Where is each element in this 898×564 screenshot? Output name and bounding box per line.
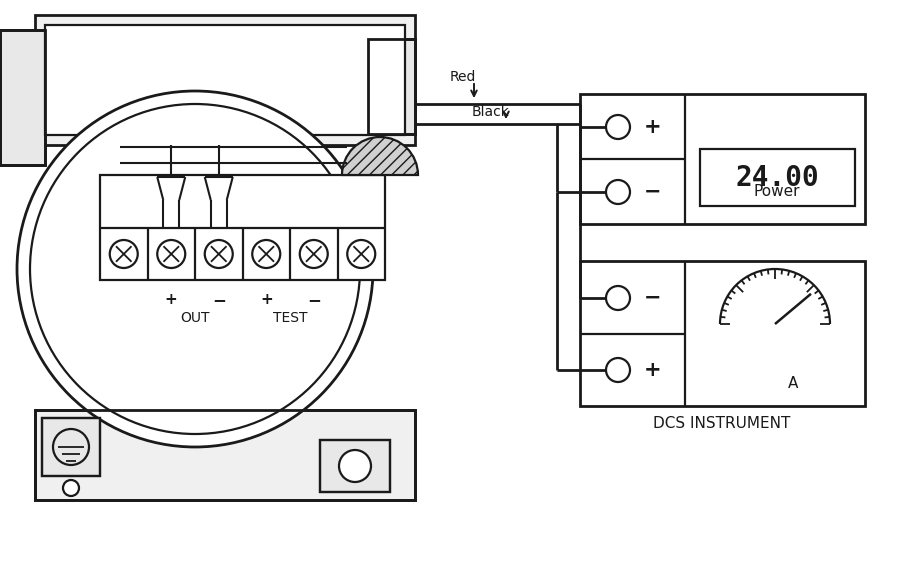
Circle shape (157, 240, 185, 268)
Bar (45, 25, 405, 135)
Circle shape (606, 115, 630, 139)
Bar (100, 175, 385, 280)
Bar (320, 440, 390, 492)
Text: A: A (788, 377, 798, 391)
Bar (0, 30, 45, 165)
Text: −: − (644, 288, 662, 308)
Circle shape (339, 450, 371, 482)
Text: 24.00: 24.00 (735, 164, 819, 192)
Circle shape (110, 240, 137, 268)
Text: +: + (644, 360, 662, 380)
Bar (0, 30, 45, 165)
Text: −: − (212, 291, 225, 309)
Bar (35, 410, 415, 500)
Text: DCS INSTRUMENT: DCS INSTRUMENT (654, 416, 790, 431)
Circle shape (252, 240, 280, 268)
Circle shape (30, 104, 360, 434)
Text: −: − (307, 291, 321, 309)
Text: +: + (644, 117, 662, 137)
Bar (42, 418, 100, 476)
Circle shape (63, 480, 79, 496)
Circle shape (205, 240, 233, 268)
Bar (368, 39, 415, 134)
Text: +: + (165, 293, 178, 307)
Bar (35, 15, 415, 145)
Wedge shape (342, 137, 418, 175)
Circle shape (300, 240, 328, 268)
Circle shape (606, 358, 630, 382)
Circle shape (606, 286, 630, 310)
Bar (580, 261, 865, 406)
Circle shape (606, 180, 630, 204)
Text: Red: Red (450, 70, 476, 84)
Text: Power: Power (753, 184, 800, 200)
Text: +: + (260, 293, 273, 307)
Text: TEST: TEST (273, 311, 307, 325)
Bar (320, 440, 390, 492)
Bar (35, 410, 415, 500)
Bar (368, 39, 415, 134)
Text: Black: Black (472, 105, 510, 119)
Text: OUT: OUT (180, 311, 210, 325)
Bar (580, 94, 865, 224)
Bar (42, 418, 100, 476)
Bar (700, 149, 855, 206)
Circle shape (348, 240, 375, 268)
Text: −: − (644, 182, 662, 202)
Circle shape (17, 91, 373, 447)
